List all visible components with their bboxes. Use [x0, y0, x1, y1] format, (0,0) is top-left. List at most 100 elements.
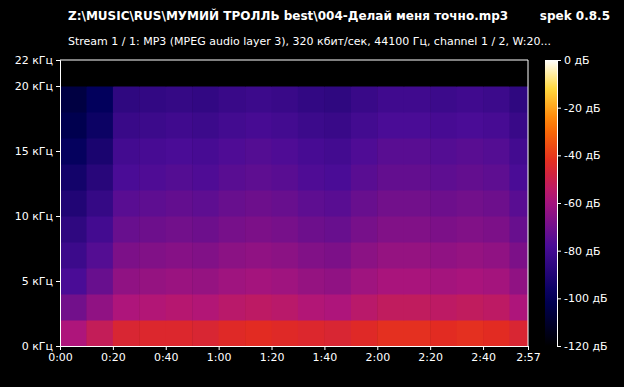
cell	[457, 190, 484, 217]
cell	[166, 294, 193, 321]
tick-label: 2:00	[365, 351, 390, 364]
cell	[298, 190, 325, 217]
cell	[457, 268, 484, 295]
cell	[377, 112, 404, 139]
cell	[404, 216, 431, 243]
cell	[219, 138, 246, 165]
tick: 2:40	[471, 346, 496, 364]
cell	[377, 294, 404, 321]
cell	[430, 138, 457, 165]
cell	[298, 164, 325, 191]
colorbar	[545, 60, 557, 346]
cell	[113, 294, 140, 321]
cell	[430, 60, 457, 87]
cell	[166, 86, 193, 113]
cell	[509, 216, 528, 243]
cell	[219, 164, 246, 191]
cell	[245, 86, 272, 113]
cell	[404, 86, 431, 113]
cell	[272, 138, 299, 165]
tick: 2:20	[418, 346, 443, 364]
cell	[60, 86, 87, 113]
cell	[139, 164, 166, 191]
cell	[113, 60, 140, 87]
title: Z:\MUSIC\RUS\МУМИЙ ТРОЛЛЬ best\004-Делай…	[68, 8, 508, 23]
cell	[60, 216, 87, 243]
cell	[483, 112, 510, 139]
plot-area	[60, 60, 528, 346]
cell	[60, 60, 87, 87]
cell	[351, 216, 378, 243]
cell	[245, 138, 272, 165]
chart: Z:\MUSIC\RUS\МУМИЙ ТРОЛЛЬ best\004-Делай…	[0, 0, 624, 387]
cell	[60, 294, 87, 321]
cell	[60, 190, 87, 217]
cell	[457, 86, 484, 113]
cell	[139, 112, 166, 139]
cell	[298, 242, 325, 269]
tick: 15 кГц	[15, 145, 60, 158]
cell	[86, 268, 113, 295]
tick-mark	[483, 346, 484, 350]
tick-mark	[528, 346, 529, 350]
cell	[404, 112, 431, 139]
tick-mark	[557, 346, 561, 347]
cell	[245, 294, 272, 321]
cell	[483, 86, 510, 113]
cell	[324, 86, 351, 113]
cell	[457, 320, 484, 346]
cell	[324, 190, 351, 217]
axis-line	[56, 61, 61, 347]
cell	[192, 138, 219, 165]
cell	[139, 268, 166, 295]
tick-mark	[557, 251, 561, 252]
tick: 2:00	[365, 346, 390, 364]
tick-mark	[272, 346, 273, 350]
axis-line	[61, 347, 529, 351]
cell	[404, 268, 431, 295]
cell	[113, 242, 140, 269]
tick-mark	[377, 346, 378, 350]
cell	[509, 112, 528, 139]
cell	[219, 294, 246, 321]
cell	[139, 190, 166, 217]
tick-label: 0 дБ	[564, 54, 590, 67]
tick-label: 0:20	[101, 351, 126, 364]
cell	[324, 242, 351, 269]
cell	[192, 242, 219, 269]
tick: 22 кГц	[15, 54, 60, 67]
cell	[430, 242, 457, 269]
cell	[166, 164, 193, 191]
cell	[351, 268, 378, 295]
cell	[483, 190, 510, 217]
cell	[404, 190, 431, 217]
tick: 10 кГц	[15, 210, 60, 223]
cell	[298, 294, 325, 321]
annotation: spek 0.8.5	[540, 9, 610, 23]
tick-mark	[56, 151, 60, 152]
cell	[245, 242, 272, 269]
cell	[245, 216, 272, 243]
tick-mark	[219, 346, 220, 350]
cell	[377, 268, 404, 295]
cell	[166, 190, 193, 217]
cell	[166, 268, 193, 295]
cell	[272, 294, 299, 321]
cell	[60, 138, 87, 165]
tick: 20 кГц	[15, 80, 60, 93]
cell	[166, 138, 193, 165]
cell	[139, 294, 166, 321]
cell	[86, 112, 113, 139]
cell	[60, 320, 87, 346]
tick-label: 1:40	[313, 351, 338, 364]
cell	[166, 112, 193, 139]
cell	[351, 242, 378, 269]
cell	[113, 86, 140, 113]
cell	[509, 164, 528, 191]
cell	[245, 320, 272, 346]
cell	[272, 216, 299, 243]
tick: -120 дБ	[557, 340, 608, 353]
cell	[272, 164, 299, 191]
cell	[86, 294, 113, 321]
cell	[86, 164, 113, 191]
